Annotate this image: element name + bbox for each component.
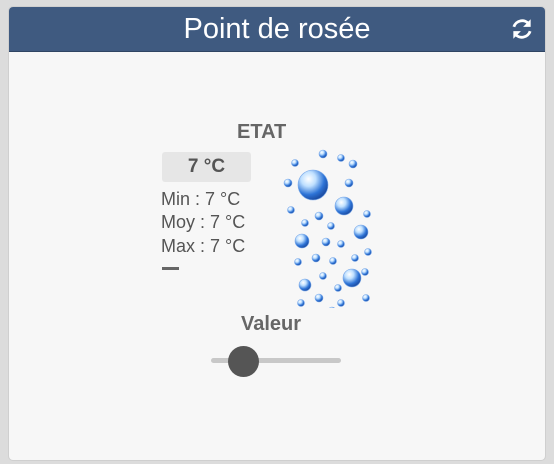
water-drops-icon [283, 149, 372, 308]
state-label: ETAT [237, 121, 287, 143]
widget-header: Point de rosée [9, 7, 545, 52]
value-slider-thumb[interactable] [228, 346, 259, 377]
widget-title: Point de rosée [183, 13, 371, 45]
value-label: Valeur [241, 313, 302, 335]
current-value-badge: 7 °C [162, 152, 251, 182]
trend-dash-icon [162, 267, 179, 270]
dew-point-widget: Point de rosée ETAT 7 °C Min : 7 °C Moy … [9, 7, 545, 460]
min-value: Min : 7 °C [161, 189, 241, 209]
value-slider-track[interactable] [211, 358, 341, 363]
max-value: Max : 7 °C [161, 236, 246, 256]
refresh-icon[interactable] [509, 16, 535, 42]
average-value: Moy : 7 °C [161, 212, 246, 232]
